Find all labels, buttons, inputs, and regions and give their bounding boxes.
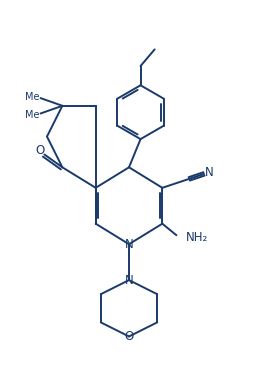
Text: N: N <box>125 274 133 287</box>
Text: N: N <box>125 238 133 251</box>
Text: O: O <box>35 144 44 157</box>
Text: Me: Me <box>25 92 39 102</box>
Text: N: N <box>205 166 214 179</box>
Text: Me: Me <box>25 110 39 120</box>
Text: O: O <box>124 330 134 343</box>
Text: NH₂: NH₂ <box>186 231 208 244</box>
